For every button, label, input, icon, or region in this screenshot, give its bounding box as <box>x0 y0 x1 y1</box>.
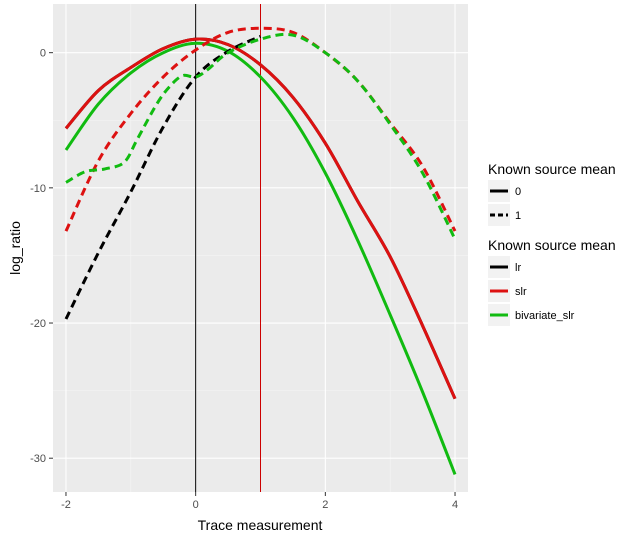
x-tick-label: 2 <box>322 499 328 511</box>
legends: Known source mean 0 1 Known source mean lr sl… <box>488 161 616 326</box>
legend-label-slr: slr <box>515 286 527 298</box>
series-line-slr-mean-0 <box>64 37 457 400</box>
x-tick-label: 0 <box>193 499 199 511</box>
legend-label-bivariate_slr: bivariate_slr <box>515 310 575 322</box>
x-tick-label: -2 <box>61 499 71 511</box>
legend-title: Known source mean <box>488 237 616 253</box>
series-line-slr-mean-1 <box>64 26 457 232</box>
series-line-bivariate_slr-mean-0 <box>64 41 457 475</box>
series-lines <box>64 26 457 475</box>
y-axis-title: log_ratio <box>7 221 23 275</box>
legend-title: Known source mean <box>488 161 616 177</box>
x-tick-label: 4 <box>452 499 458 511</box>
y-tick-label: -30 <box>30 453 46 465</box>
reference-lines <box>195 4 261 492</box>
series-line-bivariate_slr-mean-1 <box>65 32 457 240</box>
y-tick-label: -20 <box>30 318 46 330</box>
y-tick-label: -10 <box>30 183 46 195</box>
x-axis: -2 0 2 4 <box>61 492 458 511</box>
legend-label-lr: lr <box>515 262 521 274</box>
y-axis: 0 -10 -20 -30 <box>30 48 53 465</box>
legend-label-0: 0 <box>515 186 521 198</box>
x-axis-title: Trace measurement <box>198 517 323 533</box>
y-tick-label: 0 <box>40 48 46 60</box>
legend-label-1: 1 <box>515 210 521 222</box>
